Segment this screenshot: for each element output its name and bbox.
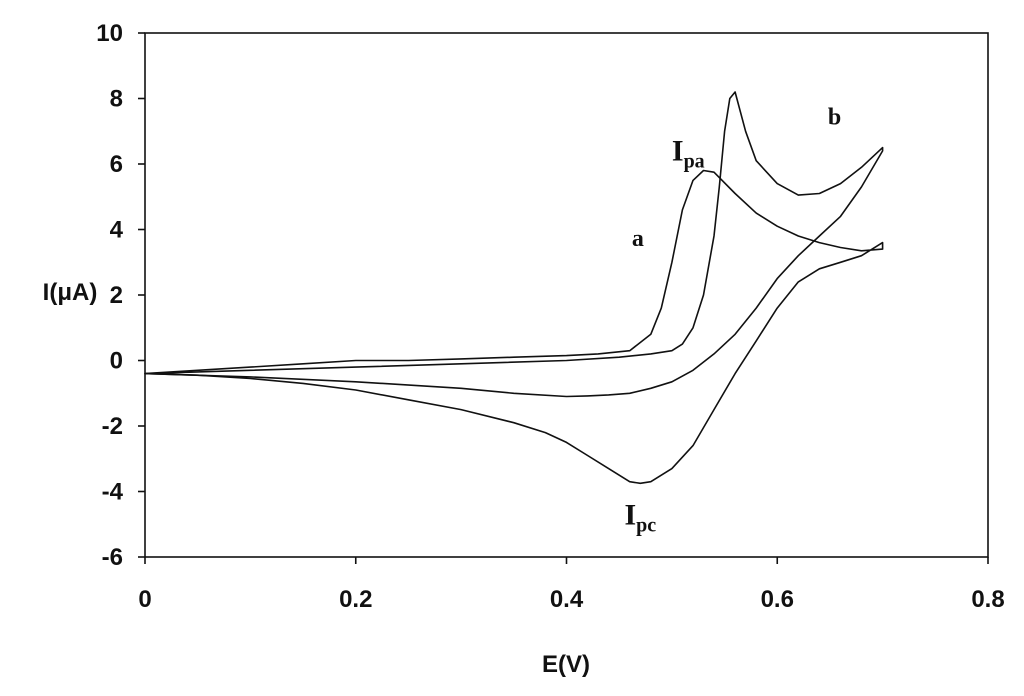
annotation-subscript: pa bbox=[684, 151, 705, 173]
y-tick-label: 0 bbox=[110, 348, 123, 375]
x-tick-label: 0.2 bbox=[339, 586, 372, 613]
y-tick-label: 10 bbox=[96, 20, 123, 47]
y-tick-label: -2 bbox=[102, 413, 123, 440]
x-tick-label: 0 bbox=[138, 586, 151, 613]
annotation-label: Ipc bbox=[624, 498, 656, 536]
x-tick-label: 0.8 bbox=[971, 586, 1004, 613]
annotation-text: I bbox=[672, 135, 684, 168]
annotation-label: a bbox=[632, 226, 644, 252]
y-axis-label: I(μA) bbox=[43, 279, 98, 306]
x-axis-ticks: 0 0.2 0.4 0.6 0.8 bbox=[138, 557, 1005, 613]
y-tick-label: 4 bbox=[110, 217, 124, 244]
y-tick-label: 2 bbox=[110, 282, 123, 309]
series-line-b bbox=[144, 91, 884, 398]
y-tick-label: 6 bbox=[110, 151, 123, 178]
annotation-label: b bbox=[828, 105, 841, 131]
x-axis-label: E(V) bbox=[542, 651, 590, 678]
plot-frame bbox=[144, 32, 989, 558]
y-axis-ticks: 10 8 6 4 2 0 -2 -4 -6 bbox=[96, 20, 145, 571]
x-tick-label: 0.4 bbox=[550, 586, 584, 613]
annotation-text: b bbox=[828, 105, 841, 131]
series-group bbox=[144, 91, 884, 485]
y-tick-label: -6 bbox=[102, 544, 123, 571]
y-tick-label: -4 bbox=[102, 479, 124, 506]
annotation-text: a bbox=[632, 226, 644, 252]
annotation-subscript: pc bbox=[636, 514, 656, 536]
annotation-text: I bbox=[624, 498, 636, 531]
annotation-label: Ipa bbox=[672, 135, 705, 173]
x-tick-label: 0.6 bbox=[761, 586, 794, 613]
series-line-a bbox=[144, 169, 884, 485]
y-tick-label: 8 bbox=[110, 86, 123, 113]
